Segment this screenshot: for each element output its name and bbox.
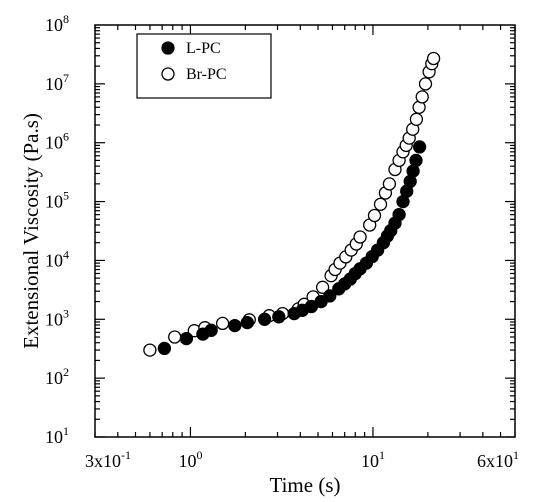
data-point-l-pc: [228, 318, 242, 333]
data-point-br-pc: [367, 208, 382, 223]
y-tick-label: 103: [45, 306, 69, 329]
x-tick-label-exponent: 1: [513, 448, 519, 462]
y-tick-label-exponent: 2: [63, 365, 69, 379]
y-tick-label-base: 10: [45, 192, 63, 212]
y-tick-label-exponent: 3: [63, 306, 69, 320]
y-axis-title: Extensional Viscosity (Pa.s): [19, 113, 43, 349]
data-point-br-pc: [426, 51, 441, 66]
y-tick-label: 101: [45, 424, 69, 447]
y-tick-label-base: 10: [45, 133, 63, 153]
x-tick-label-base: 10: [361, 451, 379, 471]
data-points: [143, 51, 441, 357]
data-point-br-pc: [373, 197, 388, 211]
data-point-l-pc: [272, 310, 286, 324]
data-point-l-pc: [240, 315, 254, 330]
data-point-br-pc: [418, 77, 433, 91]
y-tick-label-base: 10: [45, 368, 63, 388]
x-tick-label: 101: [361, 448, 385, 471]
y-tick-label-exponent: 4: [63, 247, 69, 261]
data-point-br-pc: [215, 316, 230, 331]
legend-label-l-pc: L-PC: [186, 40, 221, 57]
x-tick-label-exponent: -1: [121, 448, 131, 462]
x-tick-label-exponent: 1: [379, 448, 385, 462]
data-point-l-pc: [204, 323, 218, 337]
y-tick-label-base: 10: [45, 250, 63, 270]
y-tick-label-base: 10: [45, 15, 63, 35]
data-point-l-pc: [323, 289, 337, 303]
legend-marker-br-pc: [161, 67, 175, 81]
legend-marker-l-pc: [161, 41, 175, 55]
data-point-l-pc: [257, 312, 272, 326]
data-point-l-pc: [157, 341, 172, 356]
y-tick-label: 102: [45, 365, 69, 388]
y-tick-label-exponent: 6: [63, 130, 69, 144]
data-point-l-pc: [409, 153, 423, 168]
x-tick-label-base: 6x10: [477, 451, 513, 471]
data-point-br-pc: [382, 177, 397, 191]
y-tick-label: 105: [45, 189, 69, 212]
y-tick-label: 107: [45, 71, 69, 94]
x-tick-label-base: 10: [178, 451, 196, 471]
legend: L-PC Br-PC: [136, 33, 272, 99]
y-tick-label-exponent: 7: [63, 71, 69, 85]
x-axis-title: Time (s): [270, 473, 341, 497]
tick-marks: [94, 25, 516, 438]
x-tick-label: 100: [178, 448, 202, 471]
y-tick-label: 106: [45, 130, 69, 153]
data-point-br-pc: [353, 230, 367, 244]
y-tick-label-base: 10: [45, 427, 63, 447]
y-tick-label-exponent: 8: [63, 12, 69, 26]
y-tick-label-exponent: 1: [63, 424, 69, 438]
y-tick-label: 104: [45, 247, 69, 270]
y-tick-label-exponent: 5: [63, 189, 69, 203]
legend-box: [136, 33, 272, 99]
data-point-l-pc: [179, 331, 194, 346]
data-point-br-pc: [168, 330, 182, 344]
y-tick-label: 108: [45, 12, 69, 35]
data-point-br-pc: [315, 280, 330, 294]
data-point-br-pc: [415, 90, 429, 104]
data-point-br-pc: [409, 112, 424, 126]
data-point-l-pc: [412, 140, 427, 154]
plot-frame: [94, 24, 516, 438]
y-tick-label-base: 10: [45, 309, 63, 329]
x-tick-labels: 3x10-1 100 101 6x101: [85, 448, 519, 471]
y-tick-label-base: 10: [45, 74, 63, 94]
data-point-l-pc: [392, 207, 406, 222]
x-tick-label: 3x10-1: [85, 448, 131, 471]
x-tick-label-base: 3x10: [85, 451, 121, 471]
legend-label-br-pc: Br-PC: [186, 66, 227, 83]
data-point-br-pc: [143, 343, 157, 357]
x-tick-label-exponent: 0: [196, 448, 202, 462]
x-tick-label: 6x101: [477, 448, 519, 471]
